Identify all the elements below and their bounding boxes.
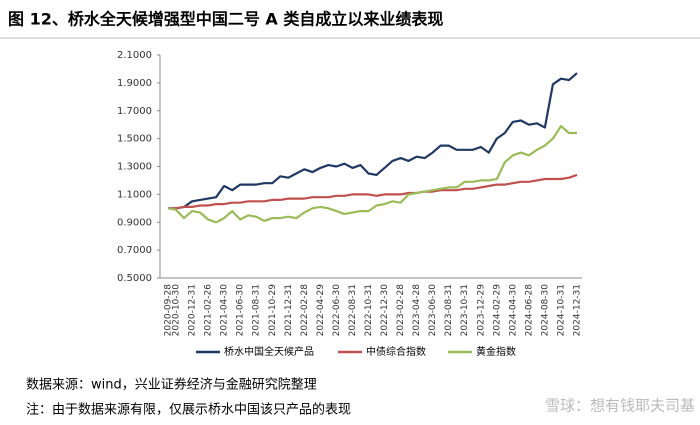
x-tick-label: 2024-12-31: [573, 284, 583, 336]
y-tick-label: 1.1000: [117, 189, 152, 200]
x-tick-label: 2022-08-31: [348, 284, 358, 336]
y-tick-label: 0.9000: [117, 217, 152, 228]
x-tick-label: 2021-04-30: [220, 284, 230, 337]
legend-label: 中债综合指数: [366, 345, 426, 358]
y-tick-label: 0.5000: [117, 273, 152, 284]
x-tick-label: 2021-02-26: [204, 284, 214, 337]
x-tick-label: 2022-06-30: [332, 284, 342, 337]
x-tick-label: 2021-06-30: [236, 284, 246, 337]
y-tick-label: 1.7000: [117, 106, 152, 117]
legend-label: 黄金指数: [476, 345, 516, 358]
x-tick-label: 2023-10-31: [460, 284, 470, 336]
x-tick-label: 2023-02-28: [396, 284, 406, 337]
x-tick-label: 2023-06-30: [428, 284, 438, 337]
y-tick-label: 1.9000: [117, 78, 152, 89]
x-tick-label: 2024-06-28: [524, 284, 534, 337]
x-tick-label: 2023-08-31: [444, 284, 454, 336]
x-tick-label: 2020-12-31: [188, 284, 198, 336]
x-tick-label: 2024-10-31: [556, 284, 566, 336]
y-tick-label: 1.3000: [117, 162, 152, 173]
x-tick-label: 2024-04-30: [508, 284, 518, 337]
series-line: [167, 125, 577, 224]
x-tick-label: 2021-10-29: [268, 284, 278, 337]
x-tick-label: 2021-12-31: [284, 284, 294, 336]
x-tick-label: 2023-04-28: [412, 284, 422, 337]
watermark: 雪球：想有钱耶夫司基: [545, 397, 695, 415]
series-line: [168, 72, 578, 210]
legend-label: 桥水中国全天候产品: [224, 345, 314, 358]
y-tick-label: 1.5000: [117, 134, 152, 145]
x-tick-label: 2020-10-30: [172, 284, 182, 337]
x-tick-label: 2022-02-28: [300, 284, 310, 337]
y-tick-label: 0.7000: [117, 245, 152, 256]
x-tick-label: 2022-04-29: [316, 284, 326, 337]
x-tick-label: 2022-12-30: [380, 284, 390, 337]
series-line: [168, 173, 578, 210]
x-tick-label: 2021-08-31: [252, 284, 262, 336]
chart-title: 图 12、桥水全天候增强型中国二号 A 类自成立以来业绩表现: [8, 10, 443, 29]
x-tick-label: 2022-10-31: [364, 284, 374, 336]
x-tick-label: 2023-12-29: [476, 284, 486, 337]
note: 注：由于数据来源有限，仅展示桥水中国该只产品的表现: [26, 402, 351, 418]
y-tick-label: 2.1000: [117, 50, 152, 61]
x-tick-label: 2024-08-30: [540, 284, 550, 337]
source: 数据来源：wind，兴业证券经济与金融研究院整理: [26, 377, 317, 393]
x-tick-label: 2020-09-28: [164, 284, 174, 337]
x-tick-label: 2024-02-29: [492, 284, 502, 337]
